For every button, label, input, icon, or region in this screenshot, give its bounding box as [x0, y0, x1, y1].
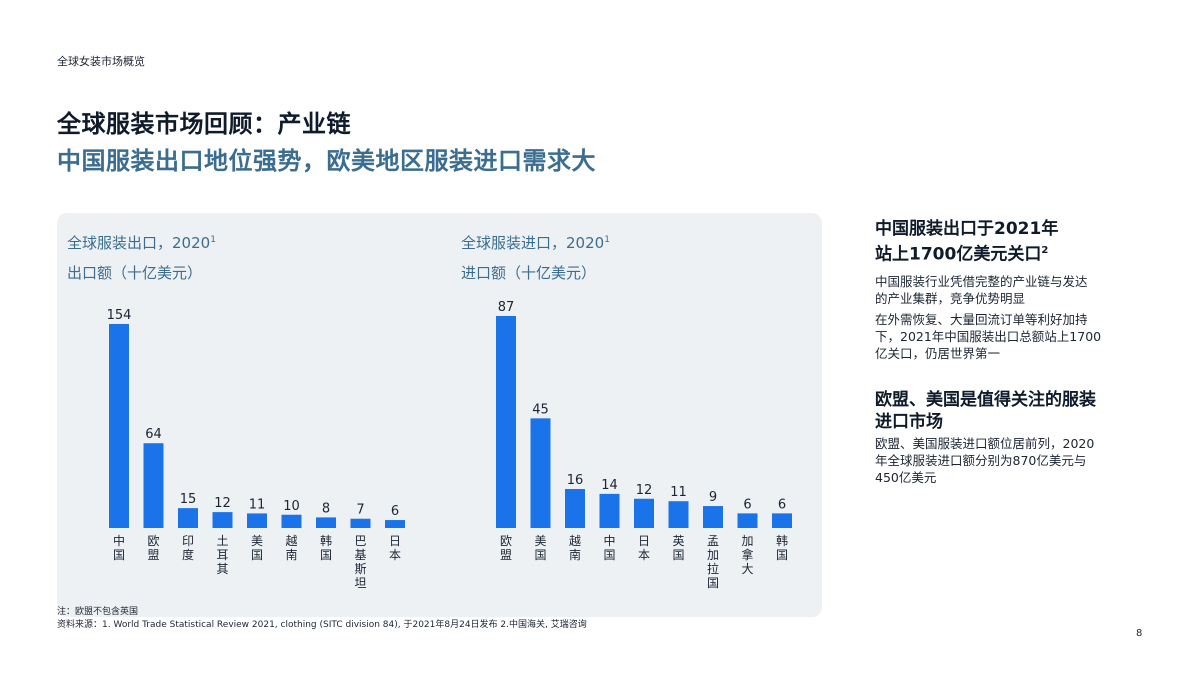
value-label: 8	[322, 501, 330, 516]
insight-1-para-1: 中国服装行业凭借完整的产业链与发达 的产业集群，竞争优势明显	[875, 273, 1088, 306]
page-title: 全球服装市场回顾：产业链	[57, 110, 351, 138]
bar-韩国	[316, 517, 336, 528]
bar-孟加拉国	[703, 506, 723, 528]
category-label: 日本	[389, 534, 401, 562]
insight-2-heading: 欧盟、美国是值得关注的服装 进口市场	[875, 390, 1096, 432]
bar-欧盟	[143, 443, 164, 528]
footnote-note: 注：欧盟不包含英国	[57, 607, 139, 617]
bar-日本	[385, 520, 405, 528]
category-label: 印度	[182, 534, 194, 562]
insight-1-heading: 中国服装出口于2021年 站上1700亿美元关口2	[875, 219, 1059, 265]
category-label: 韩国	[320, 533, 332, 562]
category-label: 越南	[285, 534, 297, 562]
value-label: 11	[249, 497, 266, 512]
chart-panel	[57, 213, 822, 617]
bar-欧盟	[496, 316, 516, 528]
value-label: 45	[532, 402, 549, 417]
category-label: 美国	[534, 534, 546, 562]
bar-日本	[634, 498, 654, 528]
category-label: 中国	[113, 533, 125, 562]
category-label: 孟加拉国	[707, 534, 719, 590]
import-chart-ylabel: 进口额（十亿美元）	[461, 264, 597, 282]
value-label: 6	[391, 504, 399, 519]
bar-印度	[178, 508, 198, 528]
bar-中国	[109, 324, 129, 528]
value-label: 14	[601, 478, 618, 493]
bar-美国	[530, 418, 551, 528]
page-number: 8	[1136, 628, 1143, 639]
export-chart-title: 全球服装出口，20201	[67, 234, 216, 252]
section-label: 全球女装市场概览	[57, 55, 145, 68]
insight-block-1: 中国服装出口于2021年 站上1700亿美元关口2 中国服装行业凭借完整的产业链…	[875, 218, 1165, 362]
category-label: 欧盟	[500, 534, 512, 562]
insight-1-para-2: 在外需恢复、大量回流订单等利好加持 下，2021年中国服装出口总额站上1700 …	[875, 311, 1102, 361]
value-label: 6	[743, 497, 751, 512]
insight-block-2: 欧盟、美国是值得关注的服装 进口市场 欧盟、美国服装进口额位居前列，2020 年…	[875, 389, 1165, 486]
value-label: 6	[778, 497, 786, 512]
category-label: 欧盟	[147, 534, 159, 562]
category-label: 日本	[638, 534, 650, 562]
bar-越南	[281, 514, 302, 528]
value-label: 7	[356, 503, 364, 518]
export-chart-ylabel: 出口额（十亿美元）	[67, 264, 203, 282]
bar-越南	[565, 489, 585, 528]
page-subtitle: 中国服装出口地位强势，欧美地区服装进口需求大	[57, 147, 596, 175]
insight-2-para: 欧盟、美国服装进口额位居前列，2020 年全球服装进口额分别为870亿美元与 4…	[875, 436, 1095, 485]
category-label: 中国	[603, 533, 615, 562]
value-label: 11	[670, 485, 687, 500]
value-label: 154	[107, 308, 132, 323]
bar-中国	[599, 493, 620, 528]
value-label: 64	[145, 427, 162, 442]
value-label: 87	[498, 300, 515, 315]
bar-英国	[668, 501, 689, 528]
footnote-source: 资料来源：1. World Trade Statistical Review 2…	[57, 620, 587, 630]
bar-美国	[247, 513, 267, 528]
category-label: 美国	[251, 534, 263, 562]
value-label: 9	[709, 490, 717, 505]
value-label: 10	[283, 499, 300, 514]
category-label: 巴基斯坦	[354, 534, 366, 590]
category-label: 加拿大	[741, 534, 753, 576]
value-label: 16	[567, 473, 584, 488]
category-label: 英国	[672, 534, 684, 562]
category-label: 韩国	[776, 533, 788, 562]
value-label: 12	[214, 496, 231, 511]
category-label: 越南	[569, 534, 581, 562]
bar-加拿大	[737, 513, 758, 528]
value-label: 15	[180, 492, 197, 507]
bar-巴基斯坦	[350, 518, 371, 528]
import-chart-title: 全球服装进口，20201	[461, 234, 610, 252]
bar-土耳其	[212, 512, 233, 528]
bar-韩国	[772, 513, 792, 528]
value-label: 12	[636, 483, 653, 498]
category-label: 土耳其	[216, 534, 228, 576]
